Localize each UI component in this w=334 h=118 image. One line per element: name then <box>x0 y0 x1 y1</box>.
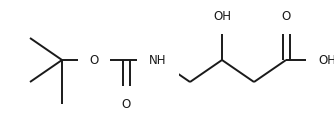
Text: O: O <box>281 10 291 23</box>
Text: NH: NH <box>149 53 167 67</box>
Text: OH: OH <box>213 10 231 23</box>
Text: O: O <box>90 53 99 67</box>
Text: OH: OH <box>318 53 334 67</box>
Text: O: O <box>121 97 131 110</box>
